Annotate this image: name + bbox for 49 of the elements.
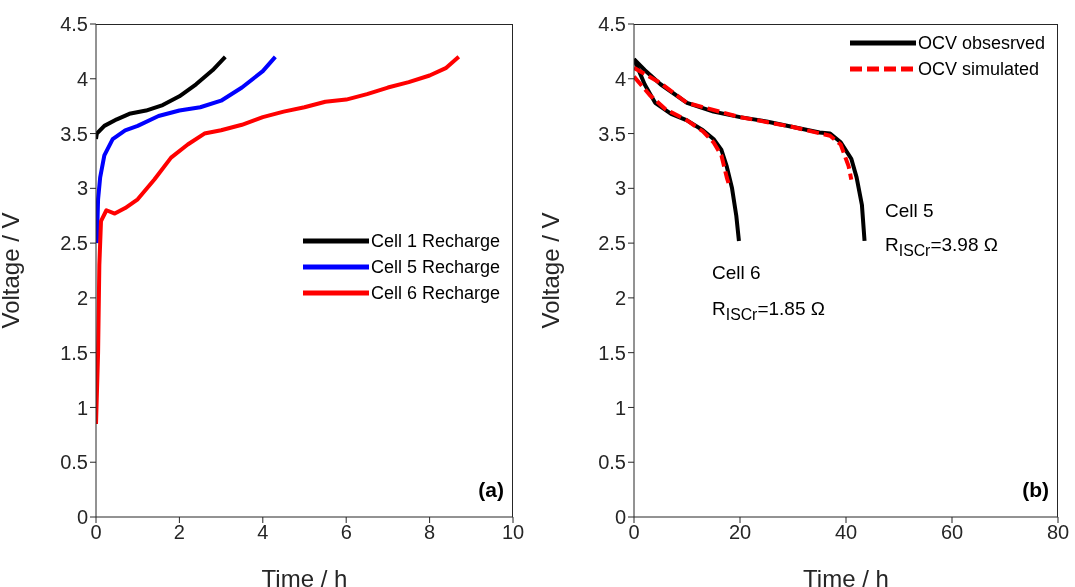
x-tick-label: 6: [340, 521, 352, 544]
y-tick-label: 1: [76, 396, 88, 419]
y-tick-label: 3: [614, 177, 626, 200]
annotation: Cell 6: [712, 262, 761, 284]
y-tick-label: 0: [76, 506, 88, 529]
y-tick-label: 0.5: [598, 451, 626, 474]
legend-label: OCV obsesrved: [917, 32, 1045, 54]
y-tick-label: 0.5: [60, 451, 88, 474]
annotation: R$_{ISCr}$=3.98 Ω: [885, 234, 998, 260]
x-tick-label: 40: [834, 521, 858, 544]
y-tick-label: 3.5: [60, 122, 88, 145]
y-tick-label: 2.5: [60, 232, 88, 255]
y-tick-label: 4: [76, 67, 88, 90]
annotation: Cell 5: [885, 200, 934, 222]
y-tick-label: 1.5: [598, 341, 626, 364]
annotation: (a): [478, 478, 504, 502]
x-tick-label: 0: [628, 521, 640, 544]
x-axis-title: Time / h: [803, 565, 889, 587]
y-tick-label: 2.5: [598, 232, 626, 255]
y-tick-label: 3: [76, 177, 88, 200]
y-tick-label: 4: [614, 67, 626, 90]
legend-label: Cell 6 Recharge: [370, 282, 500, 304]
y-tick-label: 2: [76, 286, 88, 309]
y-axis-title: Voltage / V: [0, 212, 24, 329]
legend-label: Cell 5 Recharge: [370, 256, 500, 278]
y-tick-label: 1.5: [60, 341, 88, 364]
y-tick-label: 4.5: [598, 13, 626, 36]
y-tick-label: 2: [614, 286, 626, 309]
x-tick-label: 2: [173, 521, 185, 544]
x-tick-label: 80: [1046, 521, 1070, 544]
annotation: (b): [1022, 478, 1049, 502]
y-axis-title: Voltage / V: [536, 212, 564, 329]
x-tick-label: 20: [728, 521, 752, 544]
legend-label: OCV simulated: [917, 58, 1039, 80]
x-tick-label: 60: [940, 521, 964, 544]
line-series: [634, 65, 854, 182]
legend-label: Cell 1 Recharge: [370, 230, 500, 252]
x-tick-label: 8: [424, 521, 436, 544]
y-tick-label: 0: [614, 506, 626, 529]
x-axis-title: Time / h: [261, 565, 348, 587]
x-tick-label: 10: [501, 521, 525, 544]
y-tick-label: 3.5: [598, 122, 626, 145]
x-tick-label: 0: [90, 521, 102, 544]
line-series: [96, 54, 228, 142]
line-series: [96, 54, 278, 246]
y-tick-label: 1: [614, 396, 626, 419]
y-tick-label: 4.5: [60, 13, 88, 36]
x-tick-label: 4: [257, 521, 269, 544]
annotation: R$_{ISCr}$=1.85 Ω: [712, 298, 825, 324]
